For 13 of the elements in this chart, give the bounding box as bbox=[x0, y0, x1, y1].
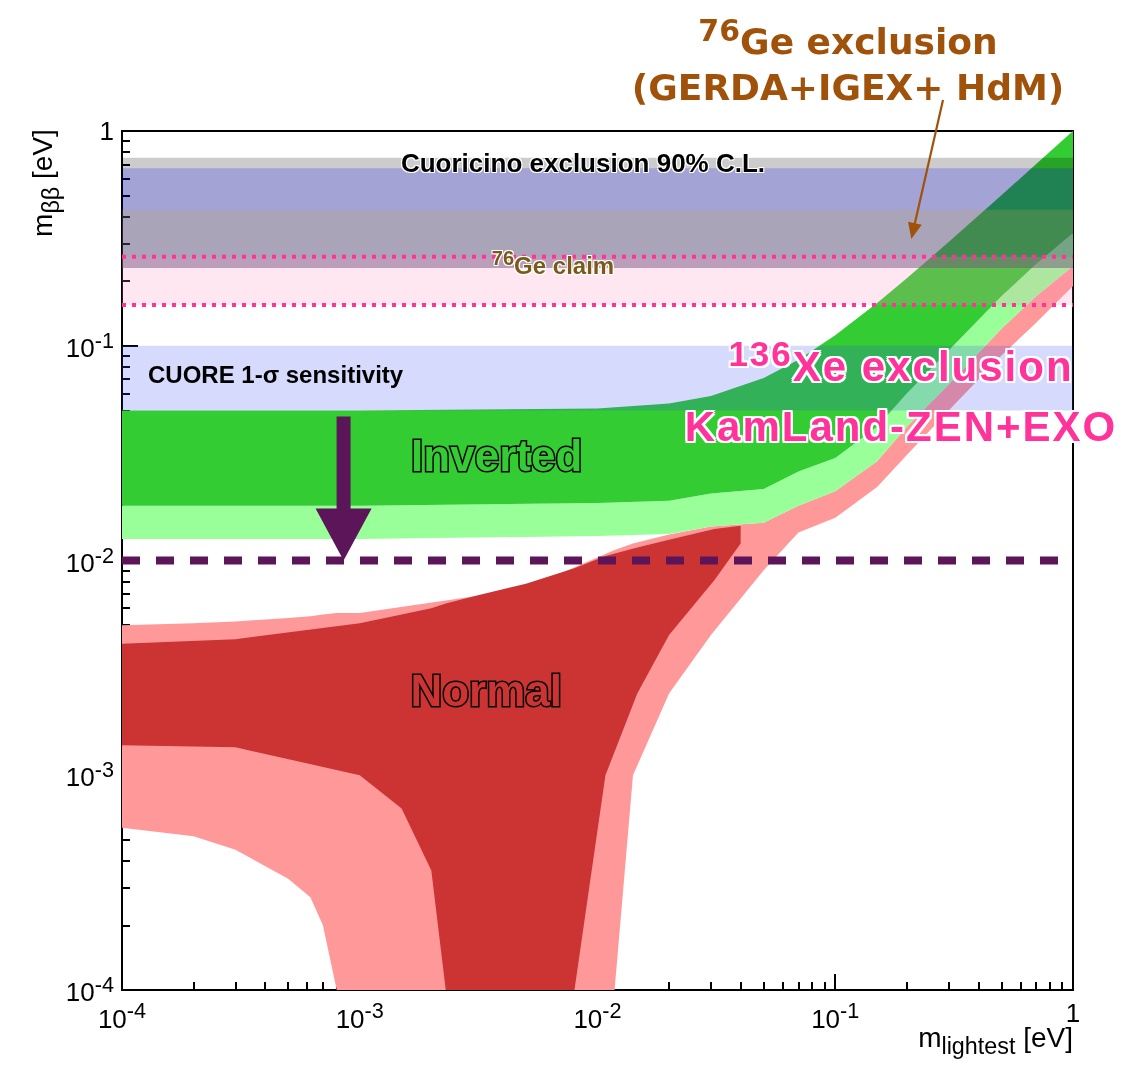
band-label: Cuoricino exclusion 90% C.L. bbox=[400, 148, 766, 180]
y-tick-label: 1 bbox=[99, 115, 114, 147]
y-tick-label: 10$^{-2}$ bbox=[65, 542, 114, 579]
x-tick-label: 10$^{-1}$ bbox=[811, 998, 860, 1035]
band-label: CUORE 1-σ sensitivity bbox=[148, 361, 404, 390]
band-label: $^{76}$Ge claim bbox=[491, 246, 615, 281]
text: $^{76}$Ge exclusion (GERDA+IGEX+ HdM) bbox=[630, 12, 1066, 110]
legend-label: Normal bbox=[410, 665, 563, 715]
x-tick-label: 10$^{-3}$ bbox=[335, 998, 384, 1035]
legend-label: Inverted bbox=[411, 431, 583, 481]
y-tick-label: 10$^{-3}$ bbox=[65, 756, 114, 794]
y-tick-label: 10$^{-1}$ bbox=[65, 327, 114, 365]
x-tick-label: 10$^{-2}$ bbox=[573, 998, 622, 1035]
